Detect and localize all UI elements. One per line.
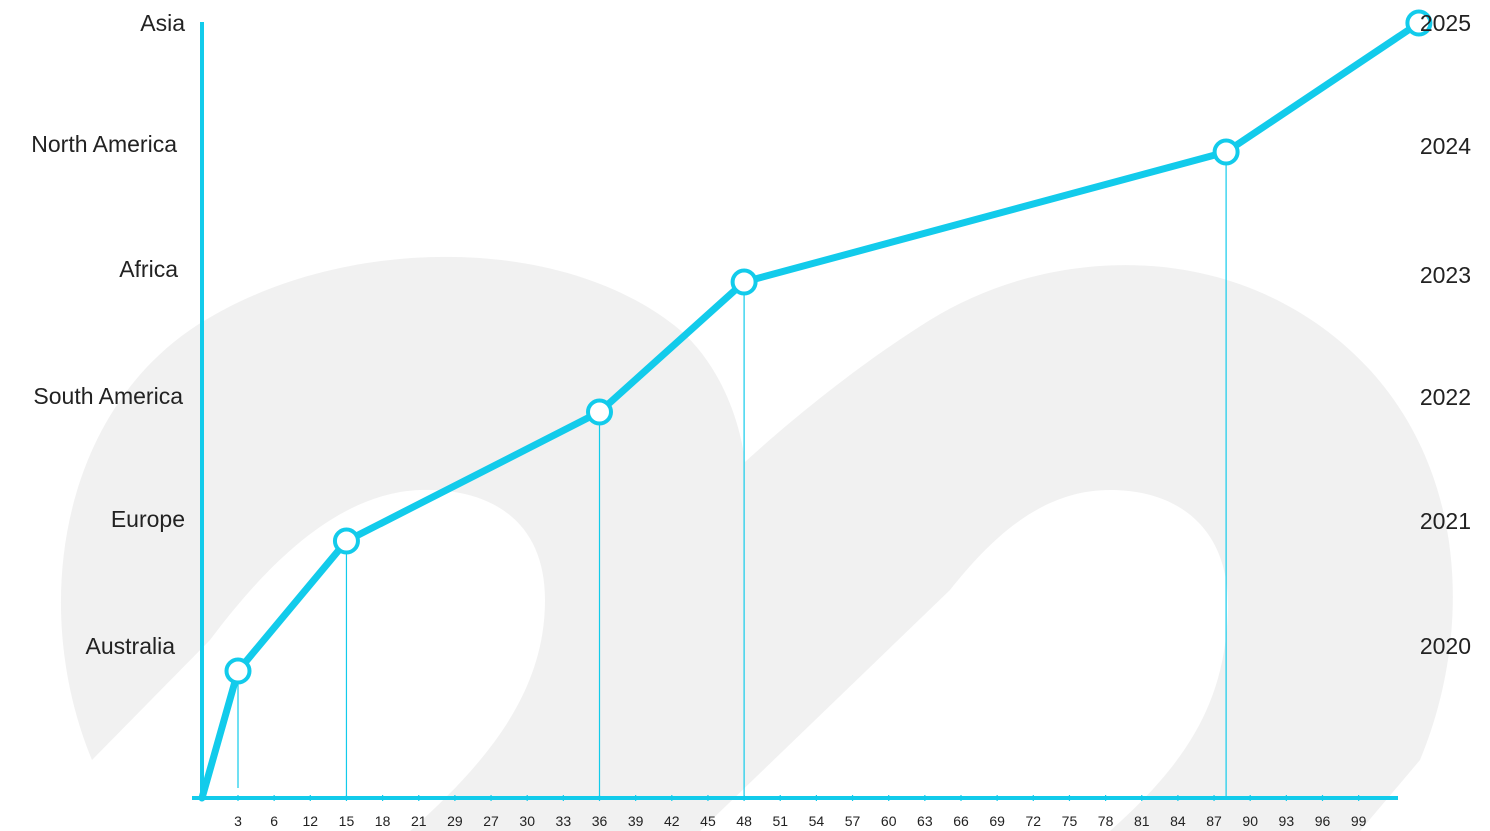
x-tick-label: 93 xyxy=(1279,813,1295,829)
year-label: 2020 xyxy=(1420,633,1471,659)
x-tick-label: 48 xyxy=(736,813,752,829)
x-tick-label: 72 xyxy=(1026,813,1042,829)
x-tick-label: 60 xyxy=(881,813,897,829)
x-tick-label: 57 xyxy=(845,813,861,829)
x-tick-label: 90 xyxy=(1242,813,1258,829)
year-label: 2022 xyxy=(1420,384,1471,410)
background-20-watermark xyxy=(60,256,1453,831)
x-tick-label: 15 xyxy=(339,813,355,829)
x-tick-label: 29 xyxy=(447,813,463,829)
data-point-marker xyxy=(586,398,613,426)
x-tick-label: 84 xyxy=(1170,813,1186,829)
year-label: 2025 xyxy=(1420,10,1471,36)
right-year-labels: 2020 2021 2022 2023 2024 2025 xyxy=(1420,10,1471,659)
x-tick-label: 33 xyxy=(556,813,572,829)
x-tick-label: 3 xyxy=(234,813,242,829)
x-tick-label: 30 xyxy=(519,813,535,829)
x-tick-label: 96 xyxy=(1315,813,1331,829)
x-tick-label: 42 xyxy=(664,813,680,829)
x-tick-label: 39 xyxy=(628,813,644,829)
left-category-labels: Australia Europe South America Africa North … xyxy=(31,10,185,659)
drop-lines xyxy=(237,152,1227,798)
x-tick-label: 12 xyxy=(303,813,319,829)
category-label: Africa xyxy=(119,256,178,282)
data-markers xyxy=(224,9,1433,685)
data-point-marker xyxy=(332,527,360,555)
category-label: South America xyxy=(33,383,183,409)
x-tick-label: 6 xyxy=(270,813,278,829)
data-point-marker xyxy=(1212,138,1240,166)
year-label: 2023 xyxy=(1420,262,1471,288)
category-label: Australia xyxy=(86,633,176,659)
category-label: North America xyxy=(31,131,177,157)
x-tick-label: 45 xyxy=(700,813,716,829)
x-tick-label: 27 xyxy=(483,813,499,829)
x-tick-label: 78 xyxy=(1098,813,1114,829)
category-label: Asia xyxy=(140,10,185,36)
x-tick-label: 87 xyxy=(1206,813,1222,829)
data-point-marker xyxy=(730,268,758,296)
x-tick-label: 51 xyxy=(772,813,788,829)
x-tick-label: 75 xyxy=(1062,813,1078,829)
data-point-marker xyxy=(1405,9,1433,37)
x-tick-label: 21 xyxy=(411,813,427,829)
x-tick-label: 69 xyxy=(989,813,1005,829)
x-tick-label: 81 xyxy=(1134,813,1150,829)
x-tick-label: 36 xyxy=(592,813,608,829)
x-tick-label: 18 xyxy=(375,813,391,829)
year-label: 2021 xyxy=(1420,508,1471,534)
background-shape xyxy=(60,256,1453,831)
x-tick-label: 66 xyxy=(953,813,969,829)
data-point-marker xyxy=(224,657,252,685)
category-label: Europe xyxy=(111,506,185,532)
x-tick-label: 63 xyxy=(917,813,933,829)
x-tick-labels: 3 6 12 15 18 21 29 27 30 33 36 39 42 45 48 51 54 57 60 63 66… xyxy=(234,795,1367,829)
x-tick-label: 54 xyxy=(809,813,825,829)
year-label: 2024 xyxy=(1420,133,1471,159)
x-tick-label: 99 xyxy=(1351,813,1367,829)
axes xyxy=(192,22,1398,800)
